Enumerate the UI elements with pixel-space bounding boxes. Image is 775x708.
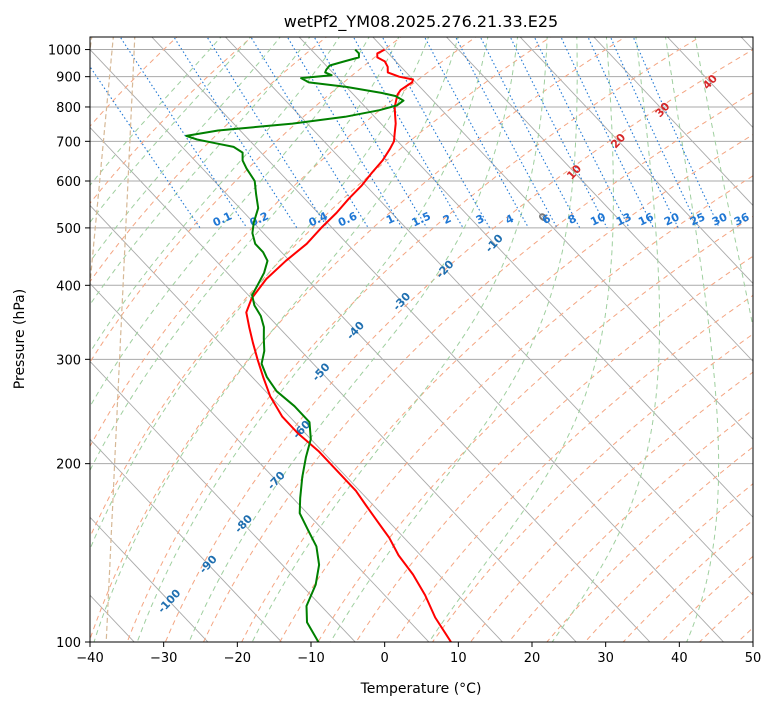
y-tick-label: 200 <box>56 458 81 473</box>
y-tick-label: 600 <box>56 175 81 190</box>
mixing-ratio-line <box>119 37 248 229</box>
y-tick-label: 700 <box>56 135 81 150</box>
mixing-ratio-line <box>313 37 428 229</box>
isotherm-line <box>90 282 430 642</box>
isotherm-line <box>90 126 577 642</box>
y-tick-label: 400 <box>56 279 81 294</box>
x-tick-label: −30 <box>150 651 177 666</box>
isotherm-grid <box>90 37 753 642</box>
mixing-ratio-line <box>90 65 201 229</box>
freezing-curve-line <box>105 37 136 642</box>
mixing-ratio-lines <box>90 37 720 229</box>
dry-adiabat-line <box>126 37 701 642</box>
moist-adiabat-line <box>329 37 578 642</box>
x-tick-label: 0 <box>381 651 389 666</box>
y-tick-label: 800 <box>56 101 81 116</box>
y-tick-label: 300 <box>56 353 81 368</box>
dry-adiabats <box>90 37 753 642</box>
x-axis-ticks: −40 −30 −20 −10 0 10 20 30 40 50 <box>76 642 761 666</box>
x-tick-label: 10 <box>450 651 467 666</box>
moist-adiabat-line <box>551 37 661 642</box>
isotherm-line <box>90 516 209 642</box>
y-axis-title: Pressure (hPa) <box>12 289 28 389</box>
dry-adiabat-line <box>90 37 552 539</box>
moist-adiabat-line <box>188 37 519 642</box>
y-axis-ticks: 1000 900 800 700 600 500 400 300 200 100 <box>48 44 90 651</box>
moist-adiabat-line <box>90 37 370 408</box>
mixing-ratio-line <box>250 37 369 229</box>
x-tick-label: −40 <box>76 651 103 666</box>
dry-adiabat-line <box>279 175 753 642</box>
moist-adiabat-line <box>428 37 614 642</box>
y-tick-label: 100 <box>56 636 81 651</box>
dry-adiabat-line <box>90 37 402 364</box>
moist-adiabat-line <box>93 37 459 642</box>
isotherm-line <box>519 37 753 285</box>
isotherm-line <box>90 204 504 642</box>
moist-adiabat-line <box>664 37 720 642</box>
mixing-ratio-label: 16 <box>636 210 656 228</box>
mixing-ratio-line <box>173 37 298 229</box>
dry-adiabat-line <box>90 37 253 205</box>
dewpoint-profile-line <box>185 48 405 642</box>
dry-adiabat-line <box>164 49 753 642</box>
moist-adiabat-line <box>90 37 281 263</box>
x-tick-label: 30 <box>597 651 614 666</box>
mixing-ratio-line <box>423 37 529 229</box>
isotherm-line <box>90 360 356 642</box>
x-tick-label: 20 <box>524 651 541 666</box>
temperature-profile-line <box>245 48 452 642</box>
dry-adiabat-line <box>90 37 477 448</box>
freezing-curve-line <box>90 37 114 290</box>
y-tick-label: 900 <box>56 71 81 86</box>
moist-adiabat-line <box>90 37 222 187</box>
x-axis-title: Temperature (°C) <box>360 681 482 697</box>
dry-adiabat-line <box>90 37 627 641</box>
x-tick-label: −20 <box>224 651 251 666</box>
isotherm-line <box>593 37 753 207</box>
mixing-ratio-label: 30 <box>710 210 730 228</box>
y-tick-label: 1000 <box>48 44 81 59</box>
mixing-ratio-line <box>509 37 608 229</box>
mixing-ratio-label: 36 <box>732 210 752 228</box>
moist-adiabat-line <box>90 37 400 472</box>
moist-adiabat-line <box>90 37 430 551</box>
background-lines <box>90 37 753 642</box>
x-tick-label: 40 <box>671 651 688 666</box>
moist-adiabat-line <box>136 37 489 642</box>
y-tick-label: 500 <box>56 222 81 237</box>
isotherm-line <box>151 37 725 642</box>
mixing-ratio-label: 10 <box>588 210 608 228</box>
moist-adiabats <box>90 37 753 642</box>
x-tick-label: 50 <box>745 651 762 666</box>
mixing-ratio-label: 20 <box>662 210 682 228</box>
dry-adiabat-line <box>355 255 753 642</box>
dry-adiabat-line <box>202 91 753 642</box>
isotherm-line <box>372 37 753 440</box>
plot-frame <box>89 36 754 643</box>
x-tick-label: −10 <box>297 651 324 666</box>
mixing-ratio-line <box>587 37 679 229</box>
mixing-ratio-label: 13 <box>614 210 633 228</box>
chart-title: wetPf2_YM08.2025.276.21.33.E25 <box>284 12 558 32</box>
isotherm-line <box>90 48 651 642</box>
dry-adiabat-line <box>393 294 753 642</box>
mixing-ratio-line <box>479 37 581 229</box>
moist-adiabat-line <box>90 37 252 224</box>
mixing-ratio-line <box>609 37 700 229</box>
mixing-ratio-line <box>454 37 558 229</box>
profile-series <box>185 48 452 642</box>
dry-adiabat-line <box>90 37 328 283</box>
freezing-curves <box>90 37 136 642</box>
isobar-grid <box>90 49 753 642</box>
isotherm-line <box>90 438 283 642</box>
isotherm-line <box>224 37 753 596</box>
moist-adiabat-line <box>251 37 548 642</box>
mixing-ratio-line <box>206 37 329 229</box>
isotherm-line <box>445 37 753 363</box>
mixing-ratio-label: 25 <box>688 210 707 228</box>
moist-adiabat-line <box>90 37 341 354</box>
